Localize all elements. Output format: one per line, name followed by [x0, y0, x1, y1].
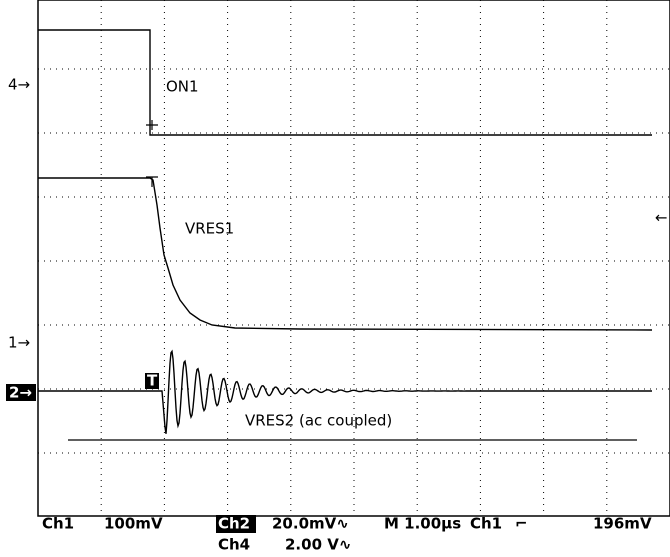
status-text: M 1.00µs: [384, 515, 461, 533]
status-text: Ch1: [42, 515, 74, 533]
status-bar: Ch1 100mV Ch2 20.0mV∿ M 1.00µs Ch1 ⌐ 196…: [42, 515, 652, 554]
vres1-trace: [38, 177, 653, 331]
status-text: 100mV: [104, 515, 163, 533]
status-text: Ch1: [470, 515, 502, 533]
trigger-marker: T: [147, 372, 158, 390]
vres2-trace: [38, 349, 652, 434]
trigger-marker-bg: [145, 373, 159, 389]
status-text: ⌐: [515, 515, 528, 533]
status-text: Ch4: [218, 536, 250, 554]
ch4-marker: 4→: [8, 76, 30, 94]
status-text: 20.0mV∿: [272, 515, 349, 533]
ch2-marker-bg: [6, 384, 36, 401]
status-text: 196mV: [593, 515, 652, 533]
status-text: Ch2: [218, 515, 250, 533]
ch2-marker: 2→: [9, 384, 32, 402]
ch1-marker: 1→: [8, 334, 30, 352]
trigger-level-marker: ←: [655, 209, 668, 227]
cursor-marks: [146, 120, 158, 187]
status-text: 2.00 V∿: [285, 536, 351, 554]
ch2-label-bg: [216, 515, 256, 533]
trace-label: ON1: [166, 78, 199, 96]
on1-trace: [38, 29, 652, 136]
trace-label: VRES1: [185, 220, 234, 238]
trace-label: VRES2 (ac coupled): [245, 412, 392, 430]
